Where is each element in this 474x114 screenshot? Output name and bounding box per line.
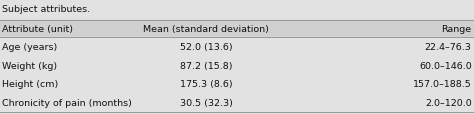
- Text: Height (cm): Height (cm): [2, 80, 59, 89]
- Text: 87.2 (15.8): 87.2 (15.8): [180, 61, 232, 70]
- Text: 60.0–146.0: 60.0–146.0: [419, 61, 472, 70]
- Text: 30.5 (32.3): 30.5 (32.3): [180, 98, 233, 107]
- Text: Subject attributes.: Subject attributes.: [2, 5, 91, 14]
- Text: 175.3 (8.6): 175.3 (8.6): [180, 80, 233, 89]
- Text: 52.0 (13.6): 52.0 (13.6): [180, 43, 233, 52]
- Bar: [0, 38, 474, 56]
- Text: Attribute (unit): Attribute (unit): [2, 25, 73, 34]
- Text: 157.0–188.5: 157.0–188.5: [413, 80, 472, 89]
- Text: Chronicity of pain (months): Chronicity of pain (months): [2, 98, 132, 107]
- Text: 2.0–120.0: 2.0–120.0: [425, 98, 472, 107]
- Bar: [0, 93, 474, 112]
- Text: Age (years): Age (years): [2, 43, 58, 52]
- Bar: [0, 75, 474, 93]
- Text: 22.4–76.3: 22.4–76.3: [425, 43, 472, 52]
- Text: Weight (kg): Weight (kg): [2, 61, 57, 70]
- Bar: [0, 21, 474, 38]
- Text: Range: Range: [441, 25, 472, 34]
- Bar: [0, 56, 474, 75]
- Text: Mean (standard deviation): Mean (standard deviation): [143, 25, 269, 34]
